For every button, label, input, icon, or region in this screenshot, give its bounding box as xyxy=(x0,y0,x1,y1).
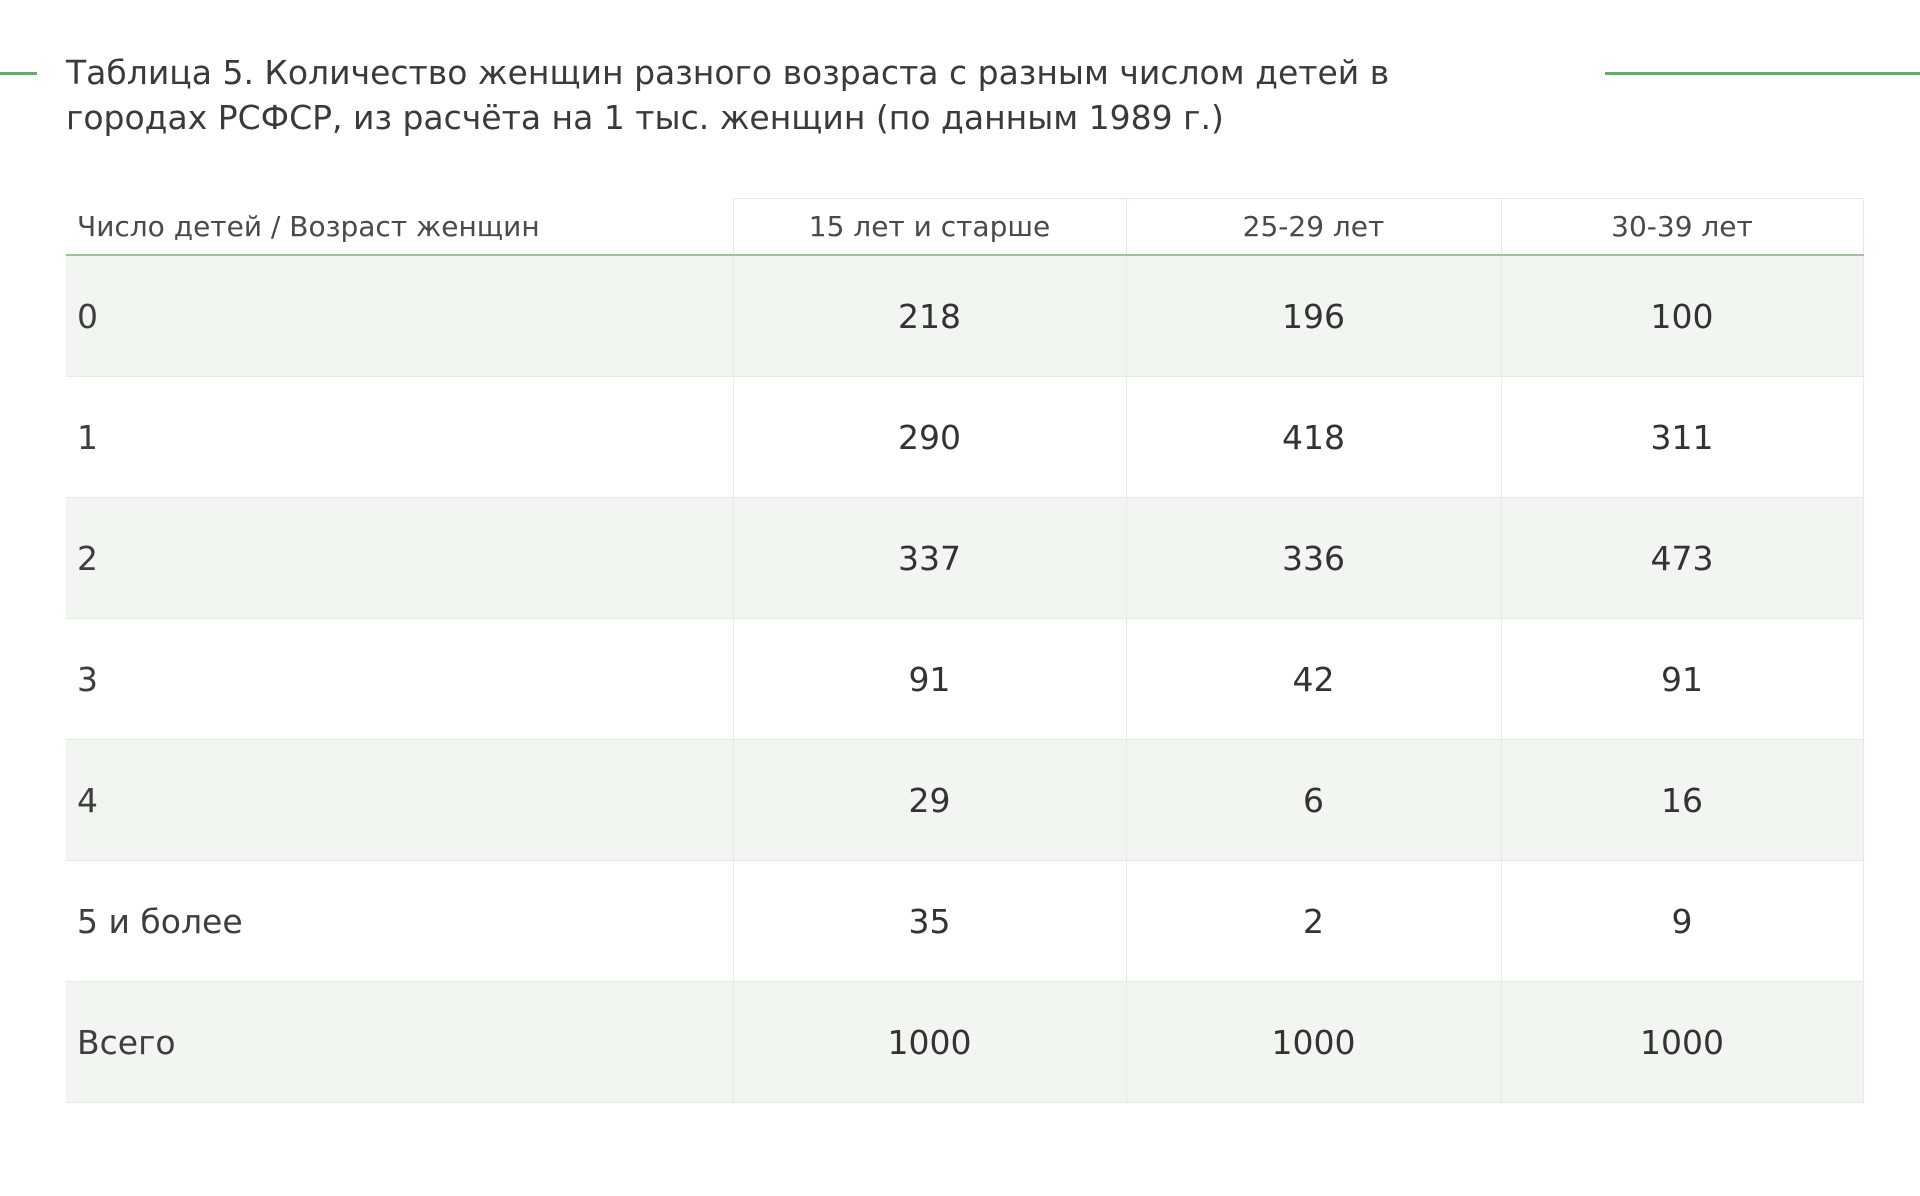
cell-value: 42 xyxy=(1125,618,1502,740)
table-header-row: Число детей / Возраст женщин 15 лет и ст… xyxy=(66,198,1864,256)
cell-value: 218 xyxy=(732,255,1127,377)
cell-value: 9 xyxy=(1500,860,1864,982)
cell-value: 1000 xyxy=(1125,981,1502,1103)
table-row: 3 91 42 91 xyxy=(66,618,1864,740)
row-label: 5 и более xyxy=(66,860,733,982)
row-label: 4 xyxy=(66,739,733,861)
cell-value: 418 xyxy=(1125,376,1502,498)
column-header-30-39: 30-39 лет xyxy=(1500,198,1864,256)
cell-value: 29 xyxy=(732,739,1127,861)
table-row: 4 29 6 16 xyxy=(66,739,1864,861)
cell-value: 1000 xyxy=(732,981,1127,1103)
row-label: Всего xyxy=(66,981,733,1103)
table-title: Таблица 5. Количество женщин разного воз… xyxy=(66,53,1390,137)
row-label: 1 xyxy=(66,376,733,498)
cell-value: 1000 xyxy=(1500,981,1864,1103)
table-row-total: Всего 1000 1000 1000 xyxy=(66,981,1864,1103)
cell-value: 337 xyxy=(732,497,1127,619)
row-label: 2 xyxy=(66,497,733,619)
cell-value: 91 xyxy=(1500,618,1864,740)
cell-value: 473 xyxy=(1500,497,1864,619)
cell-value: 100 xyxy=(1500,255,1864,377)
decorative-line-left xyxy=(0,72,37,75)
cell-value: 196 xyxy=(1125,255,1502,377)
cell-value: 290 xyxy=(732,376,1127,498)
cell-value: 311 xyxy=(1500,376,1864,498)
row-label: 3 xyxy=(66,618,733,740)
cell-value: 91 xyxy=(732,618,1127,740)
table-row: 0 218 196 100 xyxy=(66,255,1864,377)
table-row: 5 и более 35 2 9 xyxy=(66,860,1864,982)
table-row: 2 337 336 473 xyxy=(66,497,1864,619)
cell-value: 6 xyxy=(1125,739,1502,861)
cell-value: 16 xyxy=(1500,739,1864,861)
table-row: 1 290 418 311 xyxy=(66,376,1864,498)
column-header-15-plus: 15 лет и старше xyxy=(732,198,1127,256)
column-header-children-age: Число детей / Возраст женщин xyxy=(66,198,733,256)
column-header-25-29: 25-29 лет xyxy=(1125,198,1502,256)
cell-value: 2 xyxy=(1125,860,1502,982)
row-label: 0 xyxy=(66,255,733,377)
decorative-line-right xyxy=(1605,72,1920,75)
data-table: Число детей / Возраст женщин 15 лет и ст… xyxy=(66,198,1864,1103)
cell-value: 336 xyxy=(1125,497,1502,619)
cell-value: 35 xyxy=(732,860,1127,982)
